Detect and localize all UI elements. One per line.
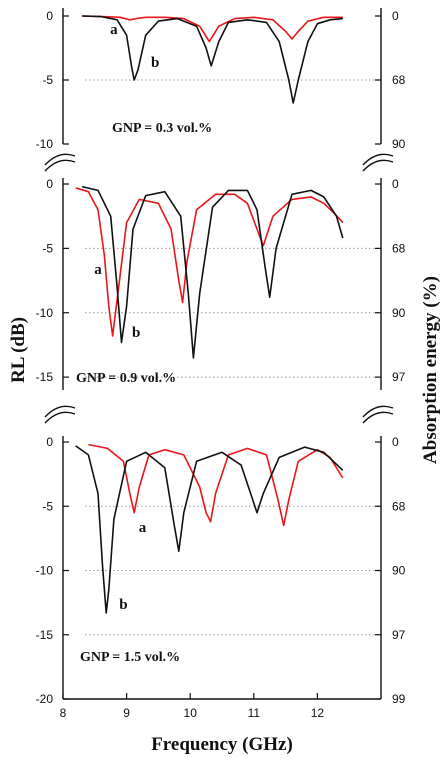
y2-tick-label: 90 (392, 306, 406, 320)
curve-label-b: b (119, 597, 127, 613)
y-tick-label: -10 (36, 137, 54, 151)
x-tick-label: 10 (184, 706, 198, 720)
x-tick-label: 12 (311, 706, 325, 720)
curve-label-b: b (132, 325, 140, 341)
series-a-line (88, 443, 344, 527)
curves (75, 443, 344, 614)
axis-break-icon (44, 405, 77, 424)
panel-annotation: GNP = 1.5 vol.% (80, 650, 180, 665)
curve-label-b: b (151, 55, 159, 71)
y2-tick-label: 0 (392, 435, 399, 449)
series-b-line (82, 15, 343, 104)
axis-break-stroke (362, 405, 394, 418)
y-tick-label: 0 (46, 435, 53, 449)
x-tick-label: 11 (248, 706, 261, 720)
curve-label-a: a (139, 520, 147, 536)
x-tick-label: 8 (60, 706, 67, 720)
y-tick-label: -5 (42, 241, 53, 255)
y-tick-label: -15 (36, 628, 54, 642)
axis-break-stroke (362, 153, 394, 166)
y-tick-label: -15 (36, 370, 54, 384)
y2-axis-title: Absorption energy (%) (420, 276, 441, 464)
y-axis-title: RL (dB) (8, 317, 29, 383)
curve-label-a: a (94, 262, 102, 278)
y-tick-label: -10 (36, 306, 54, 320)
series-b-line (81, 185, 344, 359)
y2-tick-label: 90 (392, 137, 406, 151)
axis-break-icon (362, 405, 395, 424)
y2-tick-label: 97 (392, 370, 406, 384)
panel-2: 0 -5 -10 -15 0 68 90 97 a b GNP = 0.9 vol.% (36, 177, 406, 424)
y-tick-label: -10 (36, 564, 54, 578)
axis-break-stroke (44, 153, 76, 166)
curves (82, 15, 343, 104)
panel-3: 0 -5 -10 -15 -20 0 68 90 97 99 a b GNP = 1.5 vol.% 8 9… (36, 435, 406, 720)
y2-tick-label: 99 (392, 692, 406, 706)
y-tick-label: 0 (46, 9, 53, 23)
axis-break-stroke (44, 411, 76, 424)
axis-break-stroke (44, 405, 76, 418)
axis-break-stroke (362, 411, 394, 424)
axis-break-icon (362, 153, 395, 172)
axis-break-stroke (362, 159, 394, 172)
y2-tick-label: 68 (392, 499, 406, 513)
curve-label-a: a (110, 22, 118, 38)
series-a-line (75, 187, 344, 337)
y-tick-label: 0 (46, 177, 53, 191)
y-tick-label: -5 (42, 73, 53, 87)
y-tick-label: -5 (42, 499, 53, 513)
series-b-line (75, 445, 344, 614)
series-a-line (82, 15, 343, 43)
y2-tick-label: 0 (392, 177, 399, 191)
panel-annotation: GNP = 0.9 vol.% (76, 371, 176, 386)
axis-break-icon (44, 153, 77, 172)
panel-annotation: GNP = 0.3 vol.% (112, 121, 212, 136)
y-tick-label: -20 (36, 692, 54, 706)
y2-tick-label: 68 (392, 73, 406, 87)
y2-tick-label: 97 (392, 628, 406, 642)
panel-1: 0 -5 -10 0 68 90 a b GNP = 0.3 vol.% (36, 8, 406, 172)
curves (75, 185, 344, 359)
y2-tick-label: 0 (392, 9, 399, 23)
x-axis-title: Frequency (GHz) (151, 734, 293, 755)
y2-tick-label: 68 (392, 241, 406, 255)
x-tick-label: 9 (123, 706, 130, 720)
y2-tick-label: 90 (392, 564, 406, 578)
axis-break-stroke (44, 159, 76, 172)
